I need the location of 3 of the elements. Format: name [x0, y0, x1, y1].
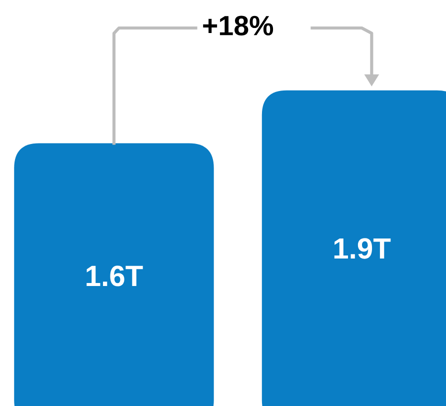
text: +18%	[203, 16, 274, 36]
data-label: 1.9T	[334, 238, 391, 259]
data-label: 1.6T	[86, 266, 143, 286]
